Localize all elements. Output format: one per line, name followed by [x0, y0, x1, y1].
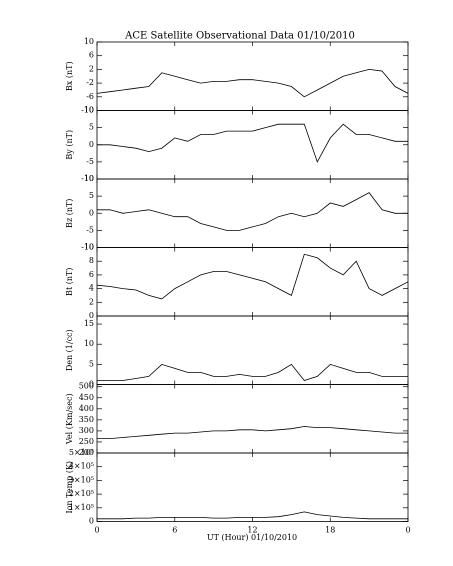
y-tick-label: 0 [89, 380, 94, 389]
y-tick-label: 5 [89, 191, 94, 200]
data-line [97, 192, 408, 231]
y-tick-label: 10 [84, 339, 94, 348]
y-tick-label: 4 [89, 284, 94, 293]
data-line [97, 363, 408, 381]
data-line [97, 426, 408, 439]
y-tick-label: 5 [89, 123, 94, 132]
y-tick-label: 3×10⁵ [69, 475, 94, 484]
y-tick-label: -10 [81, 243, 94, 252]
y-tick-label: 450 [79, 393, 94, 402]
y-tick-label: -10 [81, 174, 94, 183]
x-tick-label: 0 [405, 526, 410, 535]
y-tick-label: -6 [86, 92, 94, 101]
y-axis-label: Bt (nT) [65, 268, 74, 296]
y-tick-label: 1×10⁵ [69, 503, 94, 512]
y-tick-label: 300 [79, 426, 94, 435]
y-tick-label: 6 [89, 270, 94, 279]
y-tick-label: 0 [89, 311, 94, 320]
y-tick-label: 5×10⁵ [69, 448, 94, 457]
y-tick-label: 2 [89, 297, 94, 306]
panel-frame [96, 452, 409, 522]
panel-frame [96, 247, 409, 317]
y-tick-label: 8 [89, 256, 94, 265]
y-tick-label: 400 [79, 404, 94, 413]
y-tick-label: 2 [89, 64, 94, 73]
data-line [97, 511, 408, 520]
y-tick-label: 10 [84, 37, 94, 46]
y-tick-label: 0 [89, 140, 94, 149]
y-axis-label: By (nT) [65, 130, 74, 160]
y-tick-label: 10 [84, 106, 94, 115]
data-line [96, 68, 409, 98]
y-tick-label: 10 [84, 174, 94, 183]
y-tick-label: -10 [81, 106, 94, 115]
y-axis-label: Vel (Km/sec) [65, 393, 74, 445]
y-tick-label: 5 [89, 359, 94, 368]
y-axis-label: Den (1/cc) [65, 329, 74, 371]
y-tick-label: 200 [79, 448, 94, 457]
y-tick-label: 2×10⁵ [69, 489, 94, 498]
y-tick-label: 250 [79, 437, 94, 446]
data-line [97, 123, 408, 163]
y-axis-label: Bx (nT) [65, 61, 74, 91]
x-tick-label: 12 [247, 526, 257, 535]
y-tick-label: 350 [79, 415, 94, 424]
y-tick-label: 0 [89, 208, 94, 217]
panel-frame [96, 41, 409, 111]
panel-frame [96, 178, 409, 248]
x-tick-label: 0 [94, 526, 99, 535]
y-tick-label: 4×10⁵ [69, 462, 94, 471]
panel-frame [96, 315, 409, 385]
y-tick-label: 15 [84, 319, 94, 328]
chart-title: ACE Satellite Observational Data 01/10/2… [124, 31, 355, 42]
y-tick-label: -5 [86, 225, 94, 234]
data-line [96, 253, 409, 300]
y-tick-label: -5 [86, 157, 94, 166]
x-tick-label: 6 [172, 526, 177, 535]
y-tick-label: 0 [89, 517, 94, 526]
y-axis-label: Bz (nT) [65, 199, 74, 228]
panel-frame [96, 110, 409, 180]
y-tick-label: 6 [89, 51, 94, 60]
panel-frame [96, 384, 409, 454]
x-axis-label: UT (Hour) 01/10/2010 [207, 533, 297, 542]
y-tick-label: 500 [79, 382, 94, 391]
y-axis-label: Ion Temp (K) [65, 461, 74, 514]
y-tick-label: 10 [84, 243, 94, 252]
y-tick-label: -2 [86, 78, 94, 87]
x-tick-label: 18 [325, 526, 335, 535]
